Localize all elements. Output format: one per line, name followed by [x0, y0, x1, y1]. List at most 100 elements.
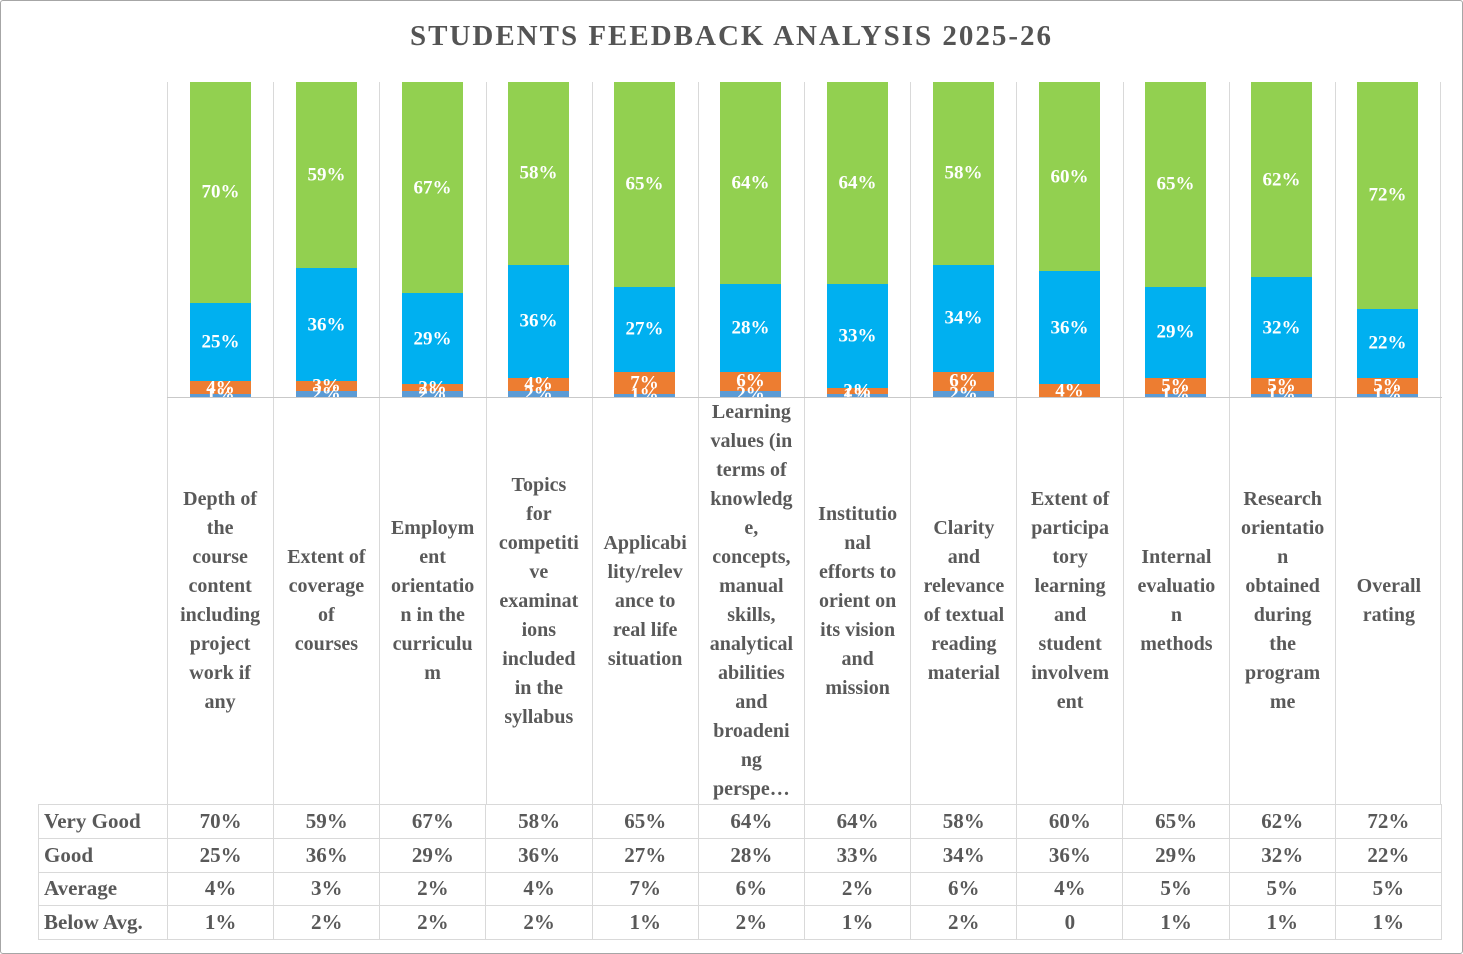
category-label: Extent of participa tory learning and st…	[1030, 488, 1110, 713]
value-cell: 5%	[1123, 872, 1230, 907]
row-header: Below Avg.	[39, 906, 168, 940]
value-cell: 4%	[486, 872, 593, 907]
bar-column: 1% 5% 29% 65%	[1145, 82, 1206, 405]
bar-column: 4% 36% 60%	[1039, 82, 1100, 400]
bar-column: 2% 4% 36% 58%	[508, 82, 569, 403]
bar-segment	[190, 393, 251, 397]
bar-segment	[1357, 393, 1418, 397]
value-cell: 62%	[1229, 805, 1336, 839]
bar-segment	[296, 82, 357, 268]
bar-segment	[1145, 286, 1206, 379]
category-label: Depth of the course content including pr…	[180, 488, 261, 713]
category-cell: Overall rating	[1336, 398, 1442, 804]
category-label: Internal evaluatio n methods	[1137, 546, 1216, 655]
value-cell: 1%	[168, 906, 275, 940]
category-label: Topics for competiti ve examinat ions in…	[498, 473, 579, 728]
bar-segment	[1145, 393, 1206, 397]
bar-segment	[933, 371, 994, 391]
category-cell: Learning values (in terms of knowledg e,…	[698, 398, 804, 804]
bar-column: 2% 3% 36% 59%	[296, 82, 357, 403]
category-gridline	[1440, 82, 1441, 804]
value-cell: 27%	[592, 838, 699, 873]
category-gridline	[1229, 82, 1230, 804]
row-header: Average	[39, 872, 168, 907]
value-cell: 2%	[486, 906, 593, 940]
value-cell: 2%	[698, 906, 805, 940]
category-gridline	[273, 82, 274, 804]
bar-segment	[296, 267, 357, 382]
chart-title: STUDENTS FEEDBACK ANALYSIS 2025-26	[409, 20, 1054, 52]
bar-segment	[720, 390, 781, 397]
bar-segment	[614, 371, 675, 394]
value-cell: 2%	[380, 872, 487, 907]
category-gridline	[1016, 82, 1017, 804]
value-cell: 6%	[698, 872, 805, 907]
value-cell: 0	[1017, 906, 1124, 940]
value-cell: 72%	[1335, 805, 1442, 839]
category-gridline	[1335, 82, 1336, 804]
bar-segment	[1039, 384, 1100, 397]
bar-segment	[1251, 378, 1312, 394]
value-cell: 3%	[274, 872, 381, 907]
value-cell: 2%	[274, 906, 381, 940]
value-cell: 28%	[698, 838, 805, 873]
value-cell: 65%	[1123, 805, 1230, 839]
value-cell: 64%	[698, 805, 805, 839]
category-label: Employm ent orientatio n in the curricul…	[390, 517, 475, 684]
bar-segment	[827, 387, 888, 394]
bar-segment	[402, 390, 463, 397]
bar-segment	[190, 381, 251, 394]
data-table: Very Good 70% 59% 67% 58% 65% 64% 64% 58% 60% 65% 6…	[38, 804, 1442, 940]
bar-segment	[614, 82, 675, 287]
table-row: Good 25% 36% 29% 36% 27% 28% 33% 34% 36% 29% 32% 22%	[39, 838, 1442, 873]
value-cell: 1%	[1229, 906, 1336, 940]
value-cell: 1%	[1335, 906, 1442, 940]
value-cell: 33%	[804, 838, 912, 873]
bar-segment	[190, 302, 251, 382]
category-gridline	[592, 82, 593, 804]
table-row: Below Avg. 1% 2% 2% 2% 1% 2% 1% 2% 0 1% 1% 1%	[39, 906, 1442, 940]
value-cell: 36%	[274, 838, 381, 873]
value-cell: 36%	[486, 838, 593, 873]
value-cell: 5%	[1229, 872, 1336, 907]
value-cell: 36%	[1017, 838, 1124, 873]
value-cell: 6%	[911, 872, 1018, 907]
value-cell: 59%	[274, 805, 381, 839]
category-cell: Extent of participa tory learning and st…	[1017, 398, 1123, 804]
bar-segment	[402, 82, 463, 294]
value-cell: 2%	[804, 872, 912, 907]
value-cell: 34%	[911, 838, 1018, 873]
category-cell: Clarity and relevance of textual reading…	[911, 398, 1017, 804]
bar-segment	[933, 390, 994, 397]
bar-segment	[1251, 393, 1312, 397]
category-label: Extent of coverage of courses	[287, 546, 366, 655]
category-label: Learning values (in terms of knowledg e,…	[709, 401, 794, 800]
value-cell: 58%	[911, 805, 1018, 839]
row-header: Good	[39, 838, 168, 873]
bar-segment	[827, 283, 888, 388]
bar-segment	[1039, 82, 1100, 271]
category-label: Overall rating	[1356, 575, 1422, 626]
value-cell: 4%	[1017, 872, 1124, 907]
bar-column: 1% 5% 22% 72%	[1357, 82, 1418, 405]
bar-segment	[508, 82, 569, 265]
category-gridline	[167, 82, 168, 804]
bar-segment	[1251, 277, 1312, 379]
table-row: Average 4% 3% 2% 4% 7% 6% 2% 6% 4% 5% 5% 5%	[39, 872, 1442, 907]
bar-column: 1% 4% 25% 70%	[190, 82, 251, 405]
value-cell: 65%	[592, 805, 699, 839]
category-cell: Research orientatio n obtained during th…	[1230, 398, 1336, 804]
value-cell: 32%	[1229, 838, 1336, 873]
bar-column: 2% 6% 34% 58%	[933, 82, 994, 403]
category-label: Clarity and relevance of textual reading…	[923, 517, 1005, 684]
value-cell: 5%	[1335, 872, 1442, 907]
bar-column: 1% 7% 27% 65%	[614, 82, 675, 405]
bar-segment	[402, 293, 463, 385]
bar-column: 1% 5% 32% 62%	[1251, 82, 1312, 405]
category-gridlines	[167, 82, 1442, 804]
value-cell: 58%	[486, 805, 593, 839]
category-cell: Internal evaluatio n methods	[1123, 398, 1229, 804]
value-cell: 1%	[1123, 906, 1230, 940]
value-cell: 60%	[1017, 805, 1124, 839]
category-cell: Employm ent orientatio n in the curricul…	[380, 398, 486, 804]
